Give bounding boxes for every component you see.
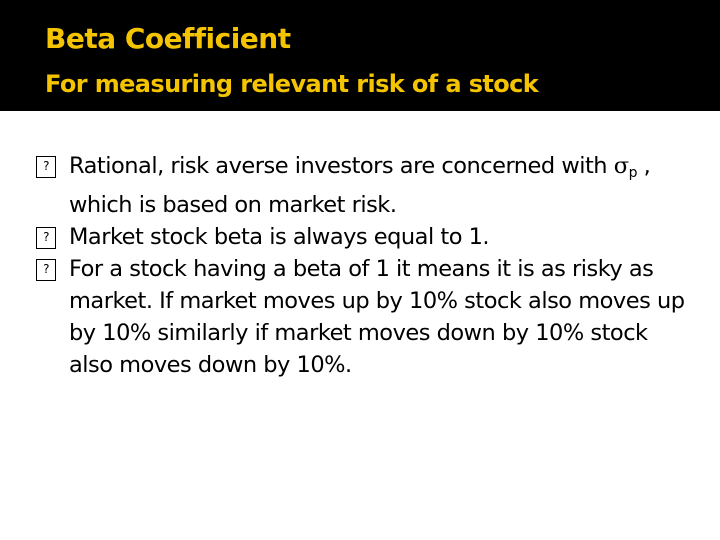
bullet-item: ? For a stock having a beta of 1 it means… xyxy=(36,253,696,381)
missing-glyph-bullet-icon: ? xyxy=(36,227,56,249)
bullet-text: Rational, risk averse investors are conc… xyxy=(69,153,614,179)
bullet-list: ? Rational, risk averse investors are con… xyxy=(36,150,696,381)
bullet-text: , which is based on market risk. xyxy=(69,153,651,218)
bullet-item: ? Market stock beta is always equal to 1. xyxy=(36,221,696,253)
missing-glyph-bullet-icon: ? xyxy=(36,156,56,178)
bullet-text: Market stock beta is always equal to 1. xyxy=(69,224,490,250)
slide-title: Beta Coefficient xyxy=(45,22,291,55)
sigma-subscript: p xyxy=(628,165,638,181)
missing-glyph-bullet-icon: ? xyxy=(36,259,56,281)
sigma-symbol: σ xyxy=(613,153,629,179)
title-bar: Beta Coefficient For measuring relevant … xyxy=(0,0,720,111)
slide-subtitle: For measuring relevant risk of a stock xyxy=(45,70,539,98)
bullet-text: For a stock having a beta of 1 it means … xyxy=(69,256,685,378)
bullet-item: ? Rational, risk averse investors are con… xyxy=(36,150,696,221)
